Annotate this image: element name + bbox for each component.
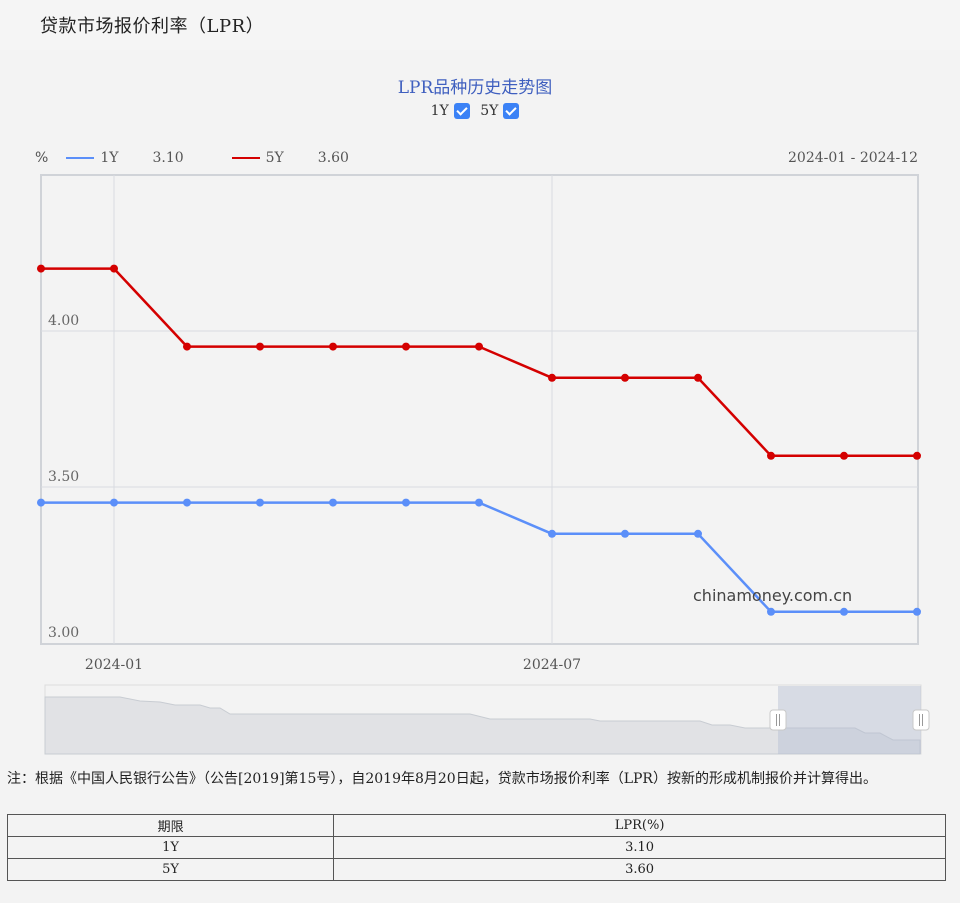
- svg-text:3.50: 3.50: [48, 469, 79, 485]
- series-toggles: 1Y 5Y: [0, 103, 950, 119]
- svg-text:2024-01: 2024-01: [85, 657, 143, 673]
- chart-title: LPR品种历史走势图: [397, 78, 553, 98]
- svg-text:2024-07: 2024-07: [523, 657, 581, 673]
- legend-value-5y: 3.60: [317, 150, 349, 166]
- legend-name-1y: 1Y: [100, 150, 119, 166]
- page-header: 贷款市场报价利率（LPR）: [0, 0, 960, 50]
- chart-legend: % 1Y 3.10 5Y 3.60: [35, 150, 397, 166]
- checkbox-1y-checked-icon[interactable]: [453, 103, 470, 119]
- legend-line-5y-icon: [231, 157, 260, 159]
- date-range-label: 2024-01 - 2024-12: [788, 150, 918, 166]
- grid-lines: [41, 175, 918, 644]
- lpr-table: 期限 LPR(%) 1Y 3.10 5Y 3.60: [6, 814, 946, 881]
- table-row: 1Y 3.10: [6, 836, 946, 859]
- cell-rate: 3.10: [333, 836, 946, 859]
- legend-item-1y[interactable]: 1Y 3.10: [66, 150, 184, 166]
- slider-selected-range[interactable]: [778, 686, 921, 754]
- y-axis-unit: %: [35, 150, 49, 166]
- slider-preview-area: [44, 696, 921, 755]
- toggle-5y[interactable]: 5Y: [480, 103, 520, 119]
- legend-line-1y-icon: [66, 157, 95, 159]
- header-term: 期限: [6, 814, 335, 837]
- table-row: 5Y 3.60: [6, 858, 946, 881]
- svg-text:3.00: 3.00: [48, 625, 79, 641]
- series-lines[interactable]: [37, 264, 921, 616]
- plot-area: [40, 174, 919, 645]
- table-header-row: 期限 LPR(%): [6, 814, 946, 837]
- header-lpr: LPR(%): [333, 814, 946, 837]
- watermark: chinamoney.com.cn: [693, 586, 853, 605]
- slider-handle-left[interactable]: [769, 709, 787, 731]
- checkbox-5y-checked-icon[interactable]: [503, 103, 520, 119]
- legend-name-5y: 5Y: [265, 150, 284, 166]
- slider-handle-right[interactable]: [912, 709, 930, 731]
- legend-value-1y: 3.10: [152, 150, 184, 166]
- toggle-5y-label: 5Y: [480, 103, 499, 119]
- toggle-1y[interactable]: 1Y: [431, 103, 470, 119]
- cell-rate: 3.60: [333, 858, 946, 881]
- axis-labels: 3.00 3.50 4.00 2024-01 2024-07: [48, 313, 581, 673]
- legend-item-5y[interactable]: 5Y 3.60: [231, 150, 349, 166]
- toggle-1y-label: 1Y: [430, 103, 449, 119]
- data-zoom-slider[interactable]: [44, 684, 930, 755]
- cell-term: 1Y: [6, 836, 335, 859]
- footnote: 注：根据《中国人民银行公告》（公告[2019]第15号），自2019年8月20日…: [7, 771, 877, 787]
- svg-text:4.00: 4.00: [48, 313, 79, 329]
- page-title: 贷款市场报价利率（LPR）: [40, 16, 265, 37]
- cell-term: 5Y: [6, 858, 335, 881]
